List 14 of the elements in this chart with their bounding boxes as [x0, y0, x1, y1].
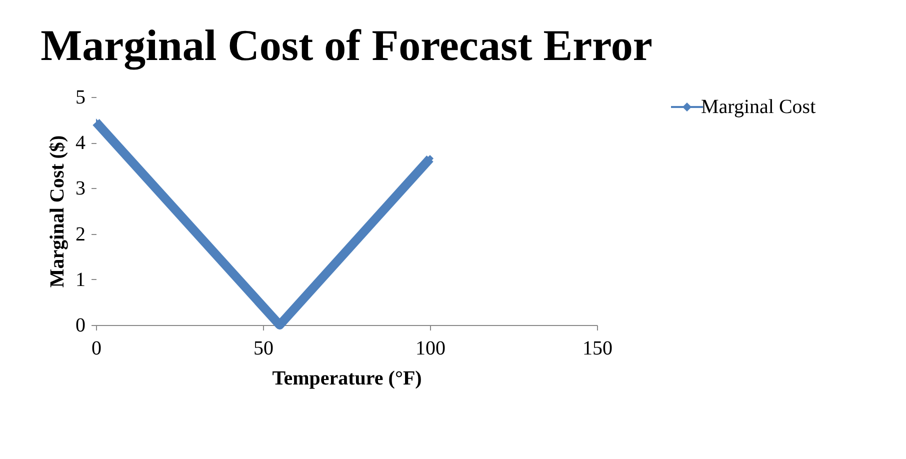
y-tick-label: 5 — [76, 86, 86, 108]
y-tick-label: 3 — [76, 178, 86, 200]
legend-label: Marginal Cost — [701, 96, 816, 118]
y-tick-label: 4 — [76, 132, 86, 154]
x-tick-label: 0 — [92, 338, 102, 360]
x-tick-label: 150 — [582, 338, 612, 360]
y-axis-title: Marginal Cost ($) — [46, 135, 68, 288]
chart-title: Marginal Cost of Forecast Error — [40, 21, 652, 70]
x-tick-label: 100 — [416, 338, 446, 360]
y-tick-label: 2 — [76, 223, 86, 246]
y-tick-label: 1 — [76, 268, 86, 291]
x-tick-label: 50 — [254, 338, 274, 360]
x-axis-title: Temperature (°F) — [272, 368, 422, 390]
y-tick-label: 0 — [76, 314, 86, 336]
